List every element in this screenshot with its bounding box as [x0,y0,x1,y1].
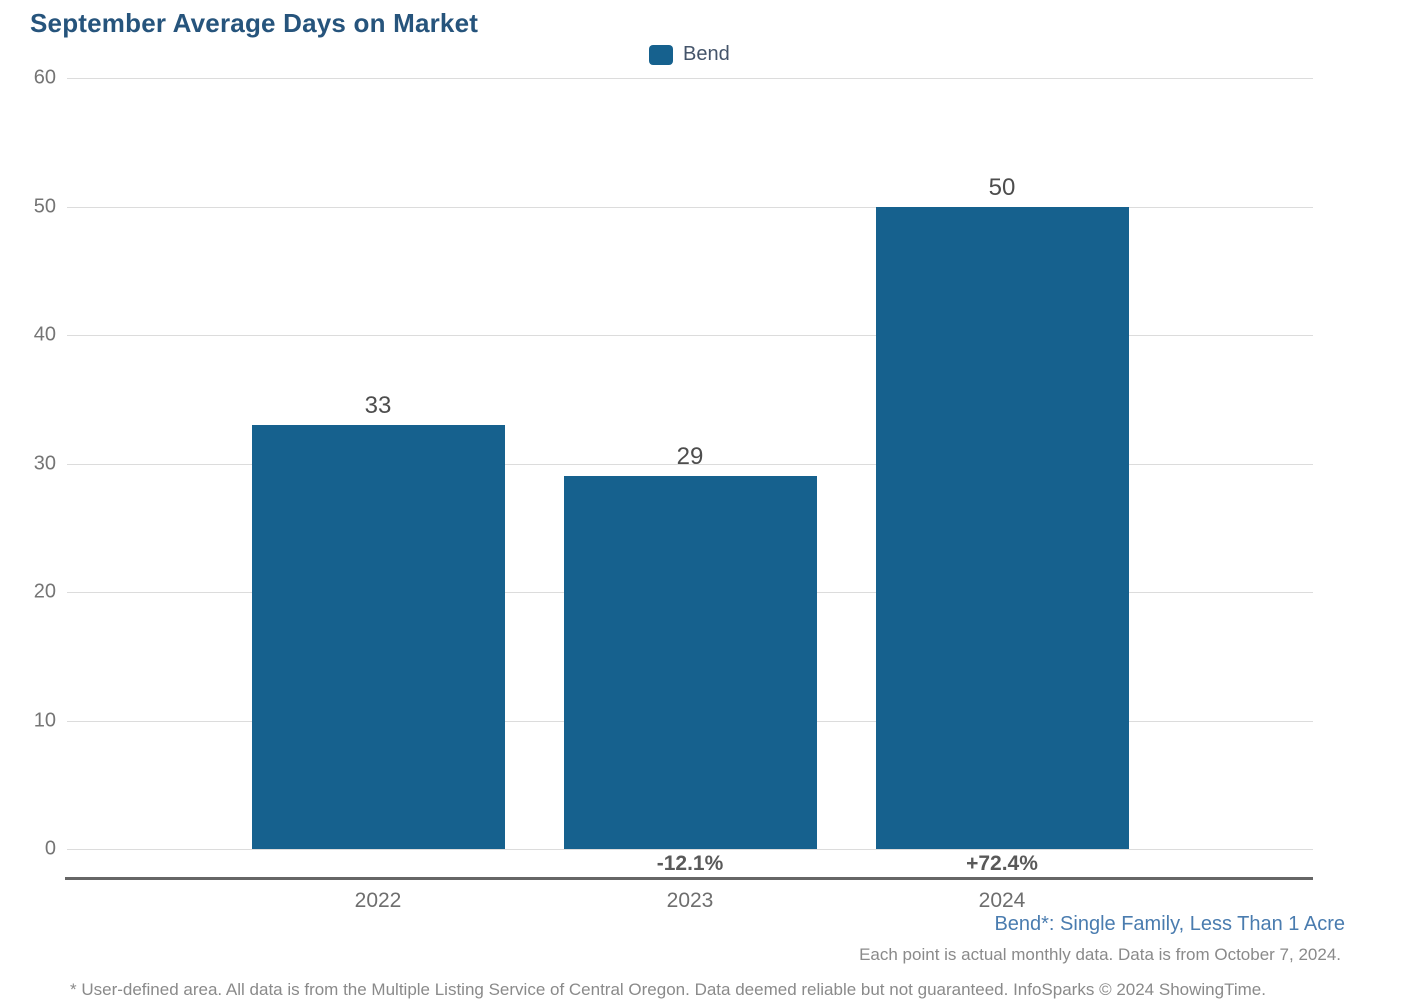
bar-value-label-2023: 29 [676,443,704,471]
chart-title: September Average Days on Market [30,8,479,38]
gridline-40 [67,335,1313,336]
bar-2022[interactable] [251,424,505,849]
x-axis-line [65,877,1313,880]
legend-item-bend[interactable]: Bend [649,43,730,66]
gridline-30 [67,463,1313,465]
data-source-note: Each point is actual monthly data. Data … [859,945,1341,964]
x-axis-label-2023: 2023 [666,889,714,912]
pct-change-label-2024: +72.4% [966,852,1038,875]
legend-swatch-icon [649,44,673,65]
gridline-50 [67,206,1313,208]
y-axis-tick-label-20: 20 [33,580,56,603]
y-axis-tick-label-30: 30 [33,452,56,474]
bar-2024[interactable] [875,206,1129,849]
y-axis-tick-label-50: 50 [33,195,56,217]
y-axis-tick-label-0: 0 [44,837,56,860]
series-definition-note: Bend*: Single Family, Less Than 1 Acre [994,913,1345,935]
y-axis-tick-label-60: 60 [33,66,56,89]
y-axis-tick-label-40: 40 [33,323,56,346]
pct-change-label-2023: -12.1% [656,852,724,875]
legend-label: Bend [683,43,730,65]
y-axis-tick-label-10: 10 [33,709,56,731]
disclaimer-footnote: * User-defined area. All data is from th… [70,980,1266,999]
gridline-60 [67,78,1313,79]
x-axis-label-2022: 2022 [354,889,402,912]
bar-2023[interactable] [563,476,817,849]
bar-value-label-2024: 50 [988,173,1016,201]
x-axis-label-2024: 2024 [978,889,1026,912]
bar-value-label-2022: 33 [364,391,392,419]
gridline-0 [67,849,1313,850]
